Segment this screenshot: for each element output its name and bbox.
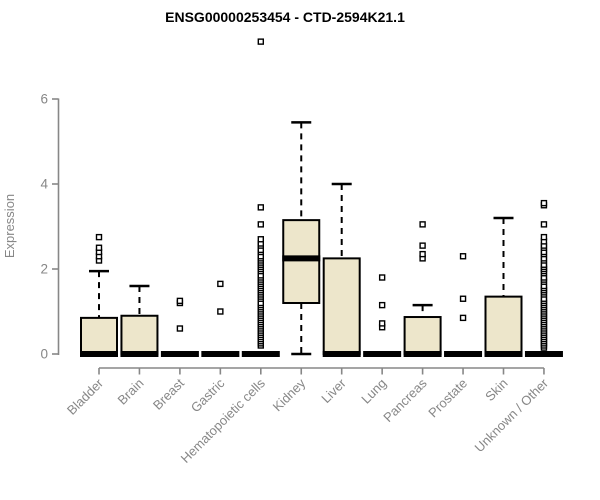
outlier-point <box>257 38 264 45</box>
outlier-point <box>257 204 264 211</box>
box-group-brain <box>120 284 159 357</box>
outlier-point <box>176 325 184 332</box>
outlier-point <box>378 301 386 309</box>
y-axis: 0 2 4 6 Expression <box>2 92 60 362</box>
x-tick-label: Liver <box>318 375 349 406</box>
iqr-box <box>80 316 118 355</box>
box-group-skin <box>484 216 523 357</box>
outlier-point <box>540 199 548 207</box>
box-group-breast <box>160 297 199 357</box>
box-group-prostate <box>444 253 483 357</box>
outlier-point <box>378 320 386 327</box>
box-group-bladder <box>80 233 118 357</box>
box-group-kidney <box>282 121 321 356</box>
x-tick-label: Bladder <box>64 375 107 418</box>
outlier-point <box>419 221 426 228</box>
x-tick-label: Prostate <box>425 376 470 421</box>
outlier-point <box>95 244 103 251</box>
outlier-point <box>459 295 467 302</box>
x-tick-label: Breast <box>150 375 187 412</box>
x-tick-label: Skin <box>482 376 510 404</box>
x-tick-label: Unknown / Other <box>471 375 551 455</box>
outlier-point <box>459 314 467 322</box>
iqr-box <box>120 314 159 355</box>
outlier-point <box>419 242 426 249</box>
outlier-point <box>540 233 548 241</box>
x-tick-label: Brain <box>114 376 146 408</box>
box-group-gastric <box>201 280 240 357</box>
outlier-point <box>459 253 467 260</box>
x-tick-label: Pancreas <box>380 375 430 425</box>
box-group-hematopoietic-cells <box>241 38 280 357</box>
outlier-point <box>257 221 264 228</box>
outlier-point <box>378 274 386 281</box>
x-tick-label: Gastric <box>188 375 228 415</box>
outlier-point <box>419 250 426 258</box>
box-group-pancreas <box>403 221 442 357</box>
outlier-point <box>540 221 548 228</box>
x-tick-label: Lung <box>358 376 389 407</box>
y-axis-title: Expression <box>2 194 17 258</box>
y-tick-label: 0 <box>40 347 48 362</box>
outlier-point <box>217 308 224 315</box>
outlier-point <box>95 233 103 241</box>
iqr-box <box>282 219 321 304</box>
outlier-point <box>257 236 264 243</box>
y-tick-label: 2 <box>40 262 48 277</box>
y-tick-label: 6 <box>40 92 48 107</box>
box-group-liver <box>322 182 361 357</box>
iqr-box <box>484 295 523 355</box>
outlier-point <box>176 297 184 305</box>
iqr-box <box>403 316 442 355</box>
y-tick-label: 4 <box>40 177 48 192</box>
box-group-lung <box>363 274 402 357</box>
box-group-unknown-other <box>524 199 563 357</box>
iqr-box <box>322 257 361 355</box>
outlier-point <box>217 280 224 288</box>
x-tick-label: Kidney <box>270 375 309 414</box>
chart-title: ENSG00000253454 - CTD-2594K21.1 <box>165 9 405 25</box>
